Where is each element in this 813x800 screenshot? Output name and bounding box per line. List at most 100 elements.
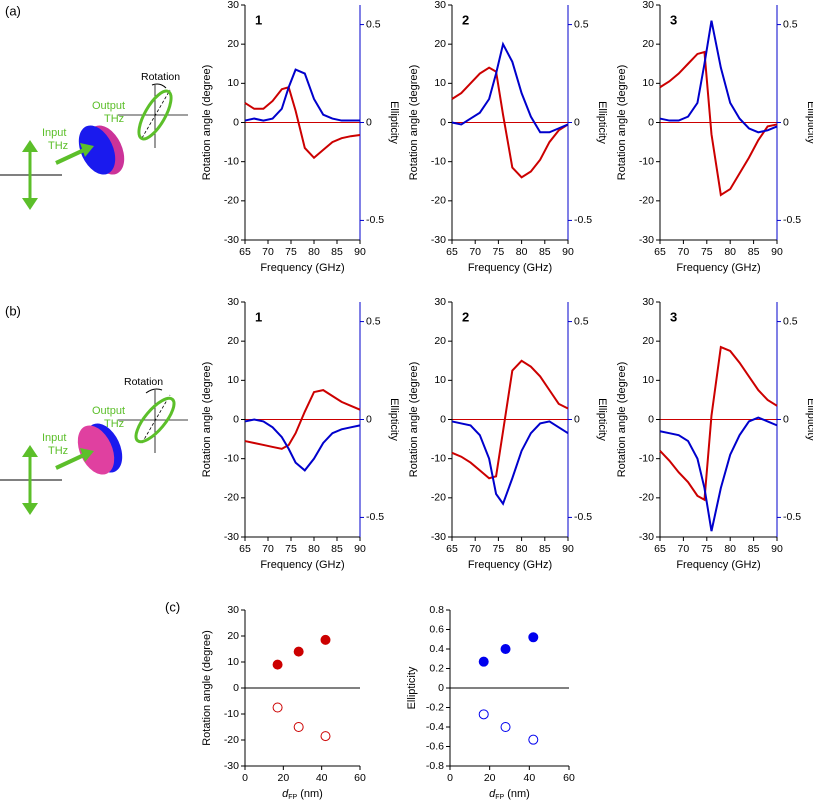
y-tick-label: 20 [227, 630, 239, 642]
y-tick-label: 0 [648, 116, 654, 128]
y-tick-label: -0.2 [426, 701, 444, 713]
y-tick-label: -10 [224, 708, 239, 720]
chart: 0 20 40 60 -30 -20 -10 0 10 20 30 Rotation angle (d… [201, 604, 366, 800]
y-tick-label: 0 [440, 116, 446, 128]
point [272, 659, 283, 670]
panel-label: (b) [5, 303, 21, 318]
sample-disk [77, 425, 115, 475]
y-tick-label: -10 [639, 452, 654, 464]
y-axis-label: Rotation angle (degree) [408, 65, 420, 181]
y-tick-label: 0 [233, 413, 239, 425]
y-tick-label: 0.2 [429, 662, 444, 674]
y-tick-label: -30 [224, 531, 239, 543]
y-tick-label: -20 [431, 195, 446, 207]
chart: 65 70 75 80 85 90 -30 -20 -10 0 10 20 30 -0.5 0 0.5 Rota… [408, 296, 608, 571]
y2-tick-label: -0.5 [783, 511, 801, 523]
y-axis-label: Rotation angle (degree) [201, 65, 213, 181]
y-tick-label: 0 [438, 682, 444, 694]
y-tick-label: 30 [434, 0, 446, 11]
point [500, 644, 511, 654]
series-line [244, 389, 361, 450]
x-axis-symbol: d [282, 788, 289, 800]
y-tick-label: 30 [642, 0, 654, 11]
point [293, 646, 304, 657]
point [500, 722, 511, 732]
y-tick-label: -30 [431, 531, 446, 543]
x-axis-label: dFP (nm) [282, 788, 323, 800]
y-tick-label: 30 [227, 296, 239, 308]
y-tick-label: 0.8 [429, 604, 444, 616]
x-tick-label: 80 [724, 543, 736, 555]
point [528, 632, 539, 643]
x-tick-label: 20 [484, 772, 496, 784]
chart-title: 2 [462, 309, 469, 324]
point [272, 702, 283, 713]
y-tick-label: 0.6 [429, 623, 444, 635]
point [528, 734, 539, 745]
sample-disk [78, 125, 116, 175]
y-tick-label: -0.8 [426, 760, 444, 772]
series-line [659, 20, 778, 134]
x-axis-label: Frequency (GHz) [468, 262, 552, 274]
x-tick-label: 60 [354, 772, 366, 784]
y-tick-label: -30 [639, 531, 654, 543]
panel-label: (a) [5, 3, 21, 18]
y-tick-label: 10 [642, 77, 654, 89]
chart-title: 3 [670, 12, 677, 27]
rotation-arrow [145, 388, 163, 394]
x-axis-label: Frequency (GHz) [468, 559, 552, 571]
y-axis-label: Rotation angle (degree) [408, 362, 420, 478]
chart: 0 20 40 60 -0.8 -0.6 -0.4 -0.2 0 0.2 0.4 0.6 0.8 Elli… [406, 604, 575, 800]
y-tick-label: 10 [227, 656, 239, 668]
y2-axis-label: Ellipticity [596, 398, 608, 441]
y2-tick-label: 0 [574, 116, 580, 128]
x-tick-label: 65 [446, 246, 458, 258]
x-axis-label: Frequency (GHz) [676, 559, 760, 571]
x-tick-label: 65 [239, 543, 251, 555]
y-tick-label: -20 [224, 492, 239, 504]
y-axis-label: Rotation angle (degree) [201, 362, 213, 478]
y-tick-label: 0.4 [429, 643, 444, 655]
x-tick-label: 40 [523, 772, 535, 784]
y2-axis-label: Ellipticity [388, 101, 400, 144]
x-tick-label: 80 [516, 543, 528, 555]
x-tick-label: 70 [262, 543, 274, 555]
x-tick-label: 75 [701, 543, 713, 555]
x-tick-label: 65 [446, 543, 458, 555]
diagram-a: Input THz Output THz Rotation [0, 71, 188, 210]
y-tick-label: 20 [642, 335, 654, 347]
x-axis-label: Frequency (GHz) [260, 262, 344, 274]
y-tick-label: -10 [224, 452, 239, 464]
y2-tick-label: 0 [574, 413, 580, 425]
y-tick-label: -20 [639, 195, 654, 207]
series-line [451, 420, 569, 506]
diagram-text: THz [104, 418, 124, 430]
chart-title: 2 [462, 12, 469, 27]
axis-line [141, 394, 171, 444]
chart: 65 70 75 80 85 90 -30 -20 -10 0 10 20 30 -0.5 0 0.5 Rota… [616, 296, 813, 571]
rotation-arrow [151, 83, 167, 89]
diagram-text: THz [48, 140, 68, 152]
y2-tick-label: 0 [783, 116, 789, 128]
series-line [451, 41, 569, 134]
y-tick-label: 10 [642, 374, 654, 386]
y-axis-label: Rotation angle (degree) [616, 362, 628, 478]
x-axis-unit: (nm) [300, 788, 323, 800]
x-tick-label: 85 [748, 543, 760, 555]
y-axis-label: Ellipticity [406, 666, 418, 709]
y-tick-label: 20 [642, 38, 654, 50]
series-line [659, 345, 778, 502]
diagram-text: Output [92, 100, 125, 112]
x-axis-label: Frequency (GHz) [260, 559, 344, 571]
y-tick-label: 30 [227, 604, 239, 616]
y-tick-label: 20 [434, 38, 446, 50]
panel-label: (c) [165, 599, 180, 614]
y2-tick-label: 0.5 [574, 315, 589, 327]
diagram-text: Input [42, 127, 66, 139]
y-tick-label: 10 [227, 374, 239, 386]
axis-line [141, 89, 171, 139]
x-tick-label: 0 [242, 772, 248, 784]
x-tick-label: 80 [516, 246, 528, 258]
chart: 65 70 75 80 85 90 -30 -20 -10 0 10 20 30 -0.5 0 0.5 Rota… [201, 0, 400, 274]
